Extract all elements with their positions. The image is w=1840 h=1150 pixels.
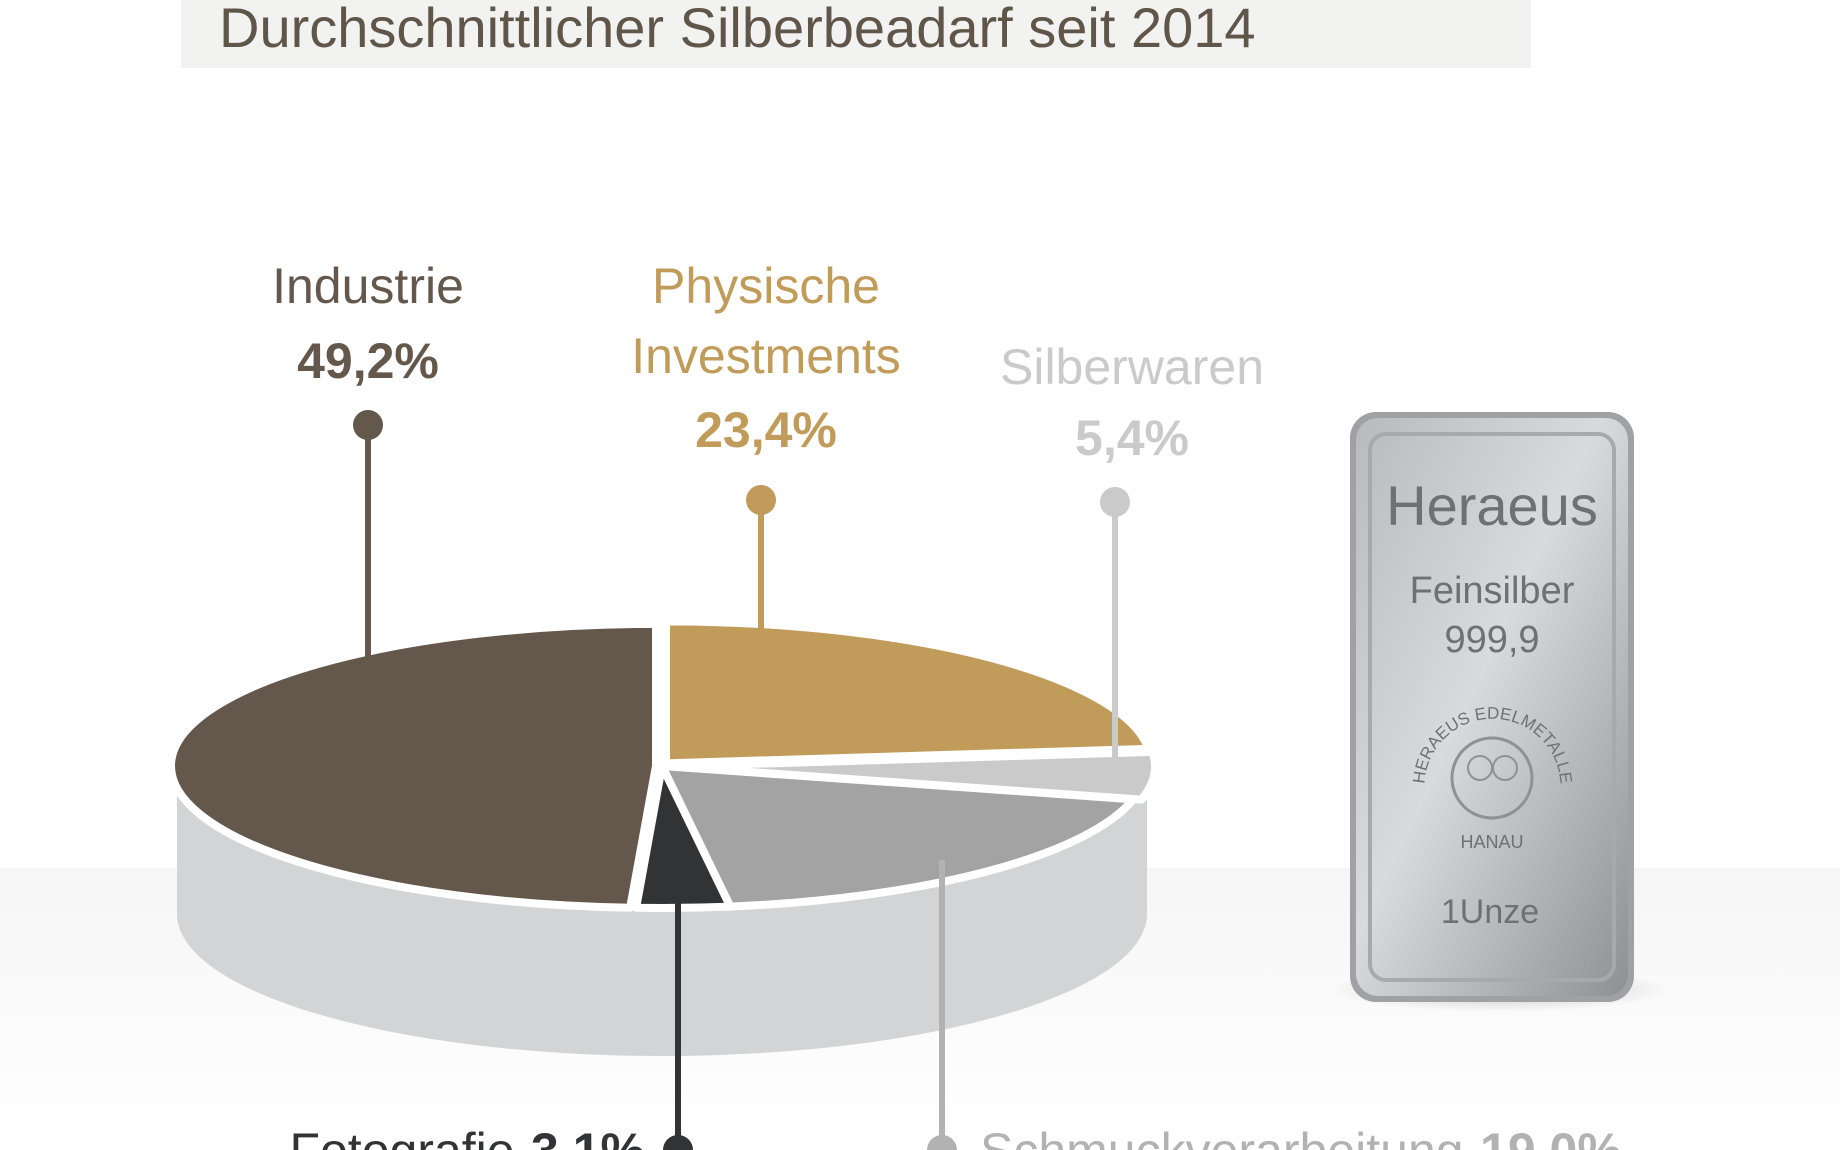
leader-dot-schmuck: [927, 1135, 957, 1150]
bar-weight: 1Unze: [1441, 893, 1539, 931]
bar-inner-border: [1368, 432, 1616, 982]
value-silberwaren: 5,4%: [1075, 410, 1189, 466]
bar-line2: 999,9: [1444, 619, 1539, 661]
bar-brand: Heraeus: [1386, 474, 1598, 537]
pie-slice-investments: [662, 617, 1153, 768]
value-schmuck: 19,0%: [1480, 1123, 1622, 1150]
label-fotografie: Fotografie 3,1%: [289, 1123, 645, 1150]
label-schmuck-name: Schmuckverarbeitung: [980, 1123, 1464, 1150]
label-investments-line2: Investments: [631, 328, 901, 384]
seal-emblem-detail: [1492, 755, 1518, 781]
bar-line1: Feinsilber: [1410, 570, 1575, 612]
leader-dot-silberwaren: [1100, 487, 1130, 517]
label-industrie: Industrie: [272, 258, 464, 314]
silver-bar-image: Heraeus Feinsilber 999,9 HERAEUS EDELMET…: [1330, 412, 1670, 1012]
title-box: Durchschnittlicher Silberbeadarf seit 20…: [181, 0, 1531, 68]
value-industrie: 49,2%: [297, 333, 439, 389]
label-silberwaren: Silberwaren: [1000, 339, 1264, 395]
pie-top: [167, 617, 1159, 912]
leader-dot-investments: [746, 485, 776, 515]
chart-title: Durchschnittlicher Silberbeadarf seit 20…: [219, 0, 1256, 59]
pie-slice-silberwaren: [665, 747, 1159, 804]
bar-city: HANAU: [1460, 832, 1523, 852]
label-fotografie-name: Fotografie: [289, 1123, 514, 1150]
pie-slice-fotografie: [632, 762, 735, 912]
pie-slice-industrie: [167, 619, 661, 912]
leader-lines: [353, 410, 1130, 1150]
seal-emblem: [1450, 736, 1534, 820]
leader-dot-fotografie: [663, 1135, 693, 1150]
bar-face: [1356, 418, 1628, 996]
label-investments-line1: Physische: [652, 258, 880, 314]
pie-slice-schmuck: [658, 762, 1138, 911]
leader-dot-industrie: [353, 410, 383, 440]
value-fotografie: 3,1%: [531, 1123, 645, 1150]
label-schmuckverarbeitung: Schmuckverarbeitung 19,0%: [980, 1123, 1622, 1150]
value-investments: 23,4%: [695, 402, 837, 458]
